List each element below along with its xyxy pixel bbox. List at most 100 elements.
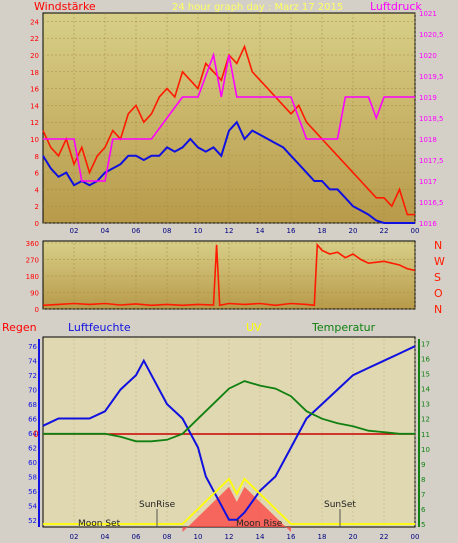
temperature-tick-label: 14 — [421, 386, 430, 394]
direction-letter: N — [434, 303, 442, 316]
humidity-tick-label: 68 — [28, 401, 37, 409]
sun-set-label: SunSet — [324, 500, 356, 510]
series-avg-line — [42, 120, 415, 224]
x-tick-label-top: 02 — [70, 227, 79, 235]
x-tick-label-top: 18 — [318, 227, 327, 235]
direction-tick-label: 270 — [26, 257, 39, 265]
temperature-label: Temperatur — [311, 321, 376, 334]
temperature-tick-label: 8 — [421, 476, 425, 484]
x-tick-label: 12 — [225, 533, 234, 541]
series-temperature-line — [43, 380, 415, 443]
temperature-tick-label: 15 — [421, 371, 430, 379]
temperature-tick-label: 7 — [421, 491, 425, 499]
chart-title: 24 hour graph day : Marz 17 2015 — [172, 2, 343, 13]
wind-tick-label: 4 — [35, 186, 40, 194]
humidity-tick-label: 62 — [28, 444, 37, 452]
temperature-tick-label: 11 — [421, 431, 430, 439]
moon-set-label: Moon Set — [78, 519, 121, 529]
x-axis-ticks: 02 04 06 08 10 12 14 16 18 20 22 00 — [70, 533, 420, 541]
humidity-tick-label: 58 — [28, 473, 37, 481]
humidity-series — [42, 345, 416, 525]
temperature-tick-label: 5 — [421, 521, 425, 529]
humidity-tick-label: 72 — [28, 372, 37, 380]
temperature-tick-label: 16 — [421, 356, 430, 364]
x-tick-label-top: 16 — [287, 227, 296, 235]
wind-series — [42, 44, 415, 224]
x-tick-label: 06 — [132, 533, 141, 541]
pressure-axis-right: 1016 1016,5 1017 1017,5 1018 1018,5 1019 1019,5… — [419, 10, 444, 228]
direction-grid — [43, 242, 416, 310]
x-tick-label: 00 — [411, 533, 420, 541]
wind-tick-label: 24 — [30, 18, 39, 26]
temperature-tick-label: 12 — [421, 416, 430, 424]
rain-value: 0 — [33, 430, 39, 440]
pressure-label: Luftdruck — [370, 0, 422, 13]
x-tick-label-top: 12 — [225, 227, 234, 235]
series-direction-line — [42, 242, 416, 307]
humidity-tick-label: 66 — [28, 416, 37, 424]
pressure-tick-label: 1018 — [419, 136, 437, 144]
pressure-tick-label: 1017,5 — [419, 157, 444, 165]
moon-rise-label: Moon Rise — [236, 519, 283, 529]
pressure-tick-label: 1019,5 — [419, 73, 444, 81]
pressure-tick-label: 1021 — [419, 10, 437, 18]
x-tick-label: 02 — [70, 533, 79, 541]
x-tick-label-top: 04 — [101, 227, 110, 235]
wind-grid — [43, 13, 416, 224]
x-tick-label-top: 08 — [163, 227, 172, 235]
pressure-tick-label: 1020 — [419, 52, 437, 60]
wind-tick-label: 14 — [30, 102, 39, 110]
x-tick-label: 14 — [256, 533, 265, 541]
direction-letter: N — [434, 239, 442, 252]
wind-tick-label: 20 — [30, 52, 39, 60]
x-tick-label-top: 14 — [256, 227, 265, 235]
solar-area — [182, 486, 291, 532]
direction-letter: S — [434, 271, 441, 284]
direction-letter: W — [434, 255, 445, 268]
x-tick-label-top: 10 — [194, 227, 203, 235]
x-tick-label: 16 — [287, 533, 296, 541]
sun-rise-label: SunRise — [139, 500, 176, 510]
x-tick-label-top: 00 — [411, 227, 420, 235]
temperature-tick-label: 6 — [421, 506, 426, 514]
x-tick-label: 20 — [349, 533, 358, 541]
temperature-tick-label: 10 — [421, 446, 430, 454]
x-tick-label-top: 06 — [132, 227, 141, 235]
x-tick-label: 22 — [380, 533, 389, 541]
wind-tick-label: 2 — [35, 203, 39, 211]
humidity-label: Luftfeuchte — [68, 321, 131, 334]
pressure-tick-label: 1018,5 — [419, 115, 444, 123]
x-tick-label: 04 — [101, 533, 110, 541]
series-humidity-line — [42, 345, 416, 521]
pressure-tick-label: 1020,5 — [419, 31, 444, 39]
wind-tick-label: 10 — [30, 136, 39, 144]
humidity-tick-label: 52 — [28, 517, 37, 525]
humidity-tick-label: 74 — [28, 358, 37, 366]
direction-tick-label: 90 — [30, 290, 39, 298]
direction-series — [42, 242, 416, 307]
direction-tick-label: 360 — [26, 240, 39, 248]
wind-tick-label: 12 — [30, 119, 39, 127]
temperature-tick-label: 17 — [421, 341, 430, 349]
direction-axis-left: 360 270 180 90 0 — [26, 240, 39, 314]
solar-fill — [182, 486, 291, 532]
series-pressure-line — [43, 51, 415, 182]
rain-label: Regen — [2, 321, 37, 334]
humidity-tick-label: 76 — [28, 343, 37, 351]
x-tick-label-top: 22 — [380, 227, 389, 235]
humidity-tick-label: 54 — [28, 502, 37, 510]
wind-tick-label: 16 — [30, 86, 39, 94]
pressure-tick-label: 1016,5 — [419, 199, 444, 207]
temperature-tick-label: 13 — [421, 401, 430, 409]
pressure-tick-label: 1016 — [419, 220, 437, 228]
pressure-tick-label: 1019 — [419, 94, 437, 102]
temperature-tick-label: 9 — [421, 461, 425, 469]
x-tick-label: 08 — [163, 533, 172, 541]
humidity-tick-label: 56 — [28, 488, 37, 496]
humidity-grid — [43, 339, 416, 527]
wind-tick-label: 6 — [35, 170, 40, 178]
